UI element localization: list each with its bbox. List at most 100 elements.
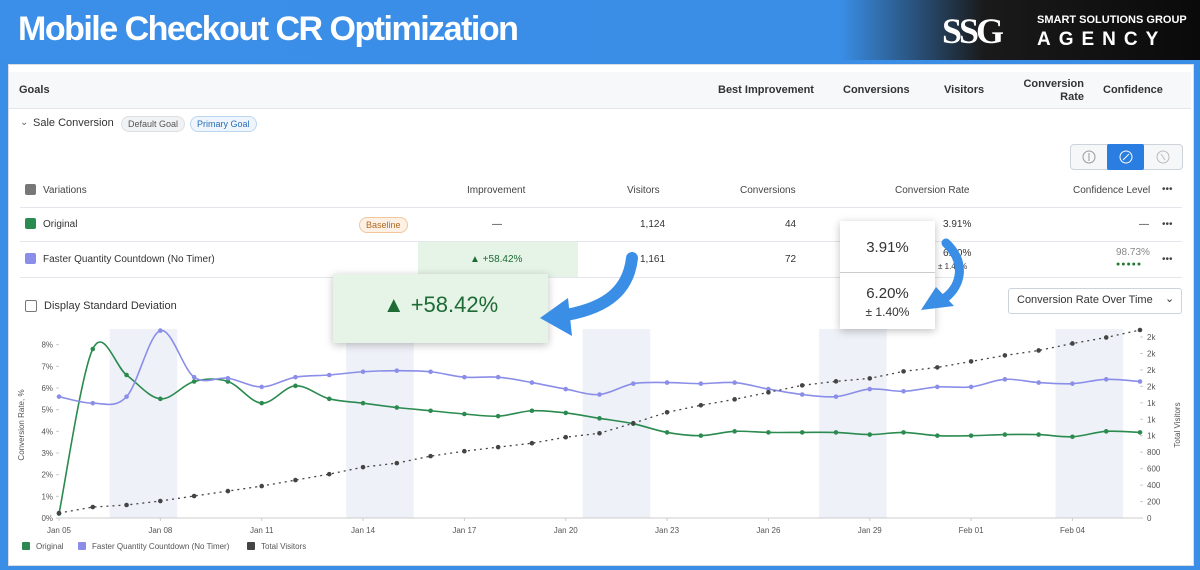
data-point: [698, 381, 704, 386]
data-point: [1070, 381, 1075, 386]
data-point: [1137, 430, 1143, 435]
goal-name[interactable]: Sale Conversion: [33, 117, 114, 129]
confidence-dots: ●●●●●: [1116, 261, 1143, 268]
variation-name: Original: [43, 219, 78, 230]
data-point: [732, 380, 737, 385]
column-header: Conversions: [740, 185, 796, 196]
x-tick-label: Jan 26: [756, 526, 781, 535]
data-point: [326, 471, 332, 477]
x-tick-label: Jan 23: [655, 526, 680, 535]
data-point: [191, 493, 197, 499]
data-point: [1137, 379, 1143, 384]
row-line: [20, 207, 1182, 208]
data-point: [495, 444, 501, 450]
data-point: [732, 397, 737, 402]
x-tick-label: Jan 20: [554, 526, 579, 535]
row-line: [20, 241, 1182, 242]
goal-tag: Default Goal: [121, 116, 186, 132]
conversion-rate-error: ± 1.40%: [938, 262, 968, 271]
brand-logo: SSG: [942, 11, 1004, 51]
data-point: [293, 477, 298, 483]
y2-tick-label: 2k: [1147, 366, 1156, 375]
improvement-callout: [333, 274, 548, 343]
data-point: [225, 379, 231, 384]
weekend-band: [346, 329, 414, 518]
y-tick-label: 4%: [41, 427, 53, 436]
data-point: [563, 434, 569, 440]
icon-percent[interactable]: [1119, 150, 1133, 164]
data-point: [1070, 341, 1075, 346]
icon-currency[interactable]: [1082, 150, 1096, 164]
data-point: [158, 396, 163, 402]
data-point: [90, 504, 96, 510]
checkbox-all[interactable]: [25, 184, 36, 195]
data-point: [833, 379, 839, 384]
menu[interactable]: •••: [1162, 219, 1173, 230]
x-tick-label: Jan 29: [858, 526, 883, 535]
data-point: [158, 498, 163, 504]
data-point: [1036, 432, 1041, 437]
data-point: [799, 383, 805, 388]
icon-stroke: [1122, 153, 1130, 161]
legend-label: Total Visitors: [261, 542, 306, 551]
x-tick-label: Jan 14: [351, 526, 376, 535]
y-tick-label: 6%: [41, 384, 53, 393]
improvement-highlight: [418, 242, 578, 277]
data-point: [597, 392, 602, 397]
data-point: [124, 394, 129, 399]
column-header: Confidence: [1103, 84, 1163, 96]
checkbox[interactable]: [25, 218, 36, 229]
data-point: [597, 416, 602, 421]
rate-callout: [840, 221, 935, 329]
data-point: [191, 379, 197, 384]
data-point: [1036, 380, 1041, 385]
rate-divider: [840, 272, 935, 273]
y-tick-label: 0%: [41, 514, 53, 523]
data-point: [833, 394, 839, 399]
menu[interactable]: •••: [1162, 254, 1173, 265]
data-point: [428, 408, 433, 414]
data-point: [360, 400, 366, 406]
data-point: [901, 369, 906, 374]
y-tick-label: 7%: [41, 362, 53, 371]
checkbox[interactable]: [25, 300, 37, 312]
y2-tick-label: 0: [1147, 514, 1152, 523]
y2-tick-label: 800: [1147, 448, 1161, 457]
y2-axis-title: Total Visitors: [1173, 402, 1182, 447]
data-point: [56, 394, 62, 399]
y2-tick-label: 200: [1147, 498, 1161, 507]
column-header: Goals: [19, 84, 50, 96]
data-point: [428, 369, 433, 375]
x-tick-label: Feb 01: [959, 526, 984, 535]
chart-select[interactable]: [1008, 288, 1182, 314]
expand-icon[interactable]: ⌄: [20, 117, 29, 128]
data-point: [1103, 377, 1109, 382]
data-point: [867, 376, 873, 381]
baseline-badge: Baseline: [359, 217, 408, 233]
data-point: [833, 430, 839, 435]
goals-header: [9, 72, 1191, 109]
x-tick-label: Jan 11: [250, 526, 274, 535]
brand-line: AGENCY: [1037, 29, 1167, 50]
std-dev-label[interactable]: Display Standard Deviation: [44, 300, 177, 312]
column-header: Conversion Rate: [895, 185, 970, 196]
data-point: [360, 464, 366, 470]
data-point: [90, 400, 96, 406]
goal-tag: Primary Goal: [190, 116, 257, 132]
conversion-rate: 3.91%: [943, 219, 972, 230]
weekend-band: [1055, 329, 1124, 518]
header-bar: [0, 0, 1200, 60]
data-point: [901, 388, 906, 394]
data-point: [1036, 348, 1041, 353]
data-point: [901, 430, 906, 435]
column-header: Confidence Level: [1073, 185, 1151, 196]
checkbox[interactable]: [25, 253, 36, 264]
data-point: [935, 384, 940, 390]
menu[interactable]: •••: [1162, 184, 1173, 195]
arrow-head: [921, 287, 954, 310]
data-point: [968, 359, 974, 364]
icon-other[interactable]: [1156, 150, 1170, 164]
legend-swatch: [22, 542, 30, 550]
data-point: [124, 502, 129, 508]
